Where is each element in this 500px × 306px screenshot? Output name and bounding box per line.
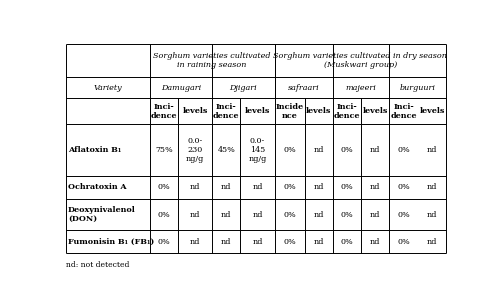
- Text: Damugari: Damugari: [161, 84, 201, 92]
- Text: Deoxynivalenol
(DON): Deoxynivalenol (DON): [68, 206, 136, 223]
- Text: 0%: 0%: [398, 184, 410, 192]
- Text: nd: nd: [370, 238, 380, 246]
- Text: nd: nd: [370, 211, 380, 219]
- Text: nd: nd: [314, 146, 324, 154]
- Text: levels: levels: [182, 107, 208, 115]
- Text: 0%: 0%: [340, 238, 353, 246]
- Text: levels: levels: [420, 107, 444, 115]
- Text: 0%: 0%: [283, 146, 296, 154]
- Text: Inci-
dence: Inci- dence: [213, 103, 240, 120]
- Text: 0%: 0%: [398, 146, 410, 154]
- Text: 0%: 0%: [340, 184, 353, 192]
- Text: nd: nd: [314, 238, 324, 246]
- Text: 0%: 0%: [283, 238, 296, 246]
- Text: nd: nd: [370, 146, 380, 154]
- Text: 0.0-
145
ng/g: 0.0- 145 ng/g: [248, 137, 266, 163]
- Text: nd: nd: [314, 211, 324, 219]
- Text: Djigari: Djigari: [230, 84, 257, 92]
- Text: Inci-
dence: Inci- dence: [334, 103, 360, 120]
- Text: 0.0-
230
ng/g: 0.0- 230 ng/g: [186, 137, 204, 163]
- Text: 75%: 75%: [155, 146, 172, 154]
- Text: nd: nd: [427, 184, 437, 192]
- Text: nd: nd: [370, 184, 380, 192]
- Text: Aflatoxin B₁: Aflatoxin B₁: [68, 146, 121, 154]
- Text: Ochratoxin A: Ochratoxin A: [68, 184, 126, 192]
- Text: majeeri: majeeri: [346, 84, 376, 92]
- Text: Variety: Variety: [94, 84, 122, 92]
- Text: burguuri: burguuri: [400, 84, 436, 92]
- Text: nd: nd: [252, 211, 262, 219]
- Text: 0%: 0%: [158, 184, 170, 192]
- Text: 0%: 0%: [340, 146, 353, 154]
- Text: nd: nd: [221, 211, 232, 219]
- Text: safraari: safraari: [288, 84, 320, 92]
- Text: 45%: 45%: [218, 146, 235, 154]
- Text: 0%: 0%: [398, 211, 410, 219]
- Text: nd: nd: [190, 238, 200, 246]
- Text: Inci-
dence: Inci- dence: [390, 103, 417, 120]
- Text: 0%: 0%: [340, 211, 353, 219]
- Text: 0%: 0%: [283, 211, 296, 219]
- Text: 0%: 0%: [283, 184, 296, 192]
- Text: nd: nd: [427, 146, 437, 154]
- Text: nd: nd: [427, 211, 437, 219]
- Text: nd: not detected: nd: not detected: [66, 261, 130, 269]
- Text: Fumonisin B₁ (FB₁): Fumonisin B₁ (FB₁): [68, 238, 154, 246]
- Text: 0%: 0%: [158, 238, 170, 246]
- Text: levels: levels: [362, 107, 388, 115]
- Text: 0%: 0%: [158, 211, 170, 219]
- Text: Inci-
dence: Inci- dence: [150, 103, 177, 120]
- Text: Sorghum varieties cultivated in dry season
(Muskwari group): Sorghum varieties cultivated in dry seas…: [274, 52, 448, 69]
- Text: nd: nd: [427, 238, 437, 246]
- Text: nd: nd: [252, 238, 262, 246]
- Text: nd: nd: [252, 184, 262, 192]
- Text: levels: levels: [245, 107, 270, 115]
- Text: levels: levels: [306, 107, 332, 115]
- Text: Incide
nce: Incide nce: [276, 103, 303, 120]
- Text: nd: nd: [190, 211, 200, 219]
- Text: 0%: 0%: [398, 238, 410, 246]
- Text: nd: nd: [221, 184, 232, 192]
- Text: Sorghum varieties cultivated
in raining season: Sorghum varieties cultivated in raining …: [154, 52, 271, 69]
- Text: nd: nd: [221, 238, 232, 246]
- Text: nd: nd: [314, 184, 324, 192]
- Text: nd: nd: [190, 184, 200, 192]
